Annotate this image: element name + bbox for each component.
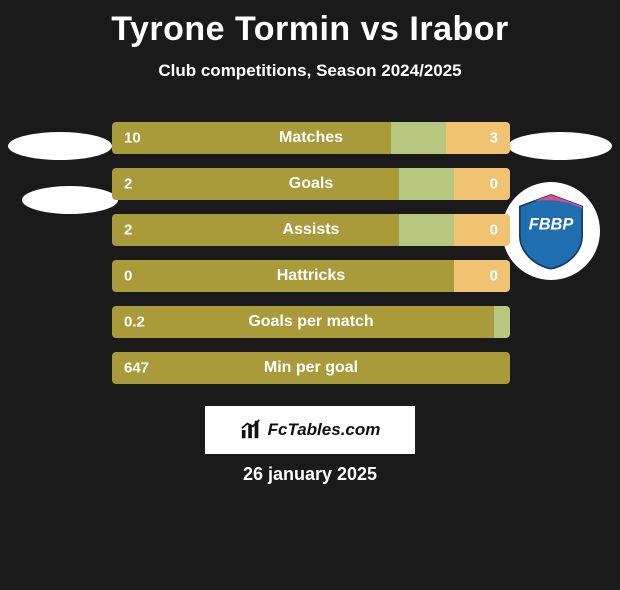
attribution-text: FcTables.com	[268, 420, 381, 440]
bar-row: 20Goals	[112, 168, 510, 200]
bar-label: Hattricks	[112, 267, 510, 285]
page-title: Tyrone Tormin vs Irabor	[0, 10, 620, 49]
bar-label: Matches	[112, 129, 510, 147]
bar-label: Assists	[112, 221, 510, 239]
attribution: FcTables.com	[205, 406, 415, 454]
page-subtitle: Club competitions, Season 2024/2025	[0, 61, 620, 81]
infographic-date: 26 january 2025	[0, 464, 620, 485]
club-badge-fbbp: FBBP	[502, 182, 600, 280]
shield-icon: FBBP	[510, 190, 592, 272]
bar-row: 103Matches	[112, 122, 510, 154]
svg-text:FBBP: FBBP	[529, 215, 574, 233]
comparison-bars: 103Matches 20Goals 20Assists 00Hattricks 0.2…	[112, 122, 510, 398]
bar-chart-icon	[240, 419, 262, 441]
bar-row: 00Hattricks	[112, 260, 510, 292]
player-right-placeholder-1	[508, 132, 612, 160]
bar-label: Goals per match	[112, 313, 510, 331]
player-left-placeholder-2	[22, 186, 118, 214]
bar-row: 647Min per goal	[112, 352, 510, 384]
bar-label: Goals	[112, 175, 510, 193]
bar-row: 0.2Goals per match	[112, 306, 510, 338]
bar-row: 20Assists	[112, 214, 510, 246]
bar-label: Min per goal	[112, 359, 510, 377]
player-left-placeholder-1	[8, 132, 112, 160]
